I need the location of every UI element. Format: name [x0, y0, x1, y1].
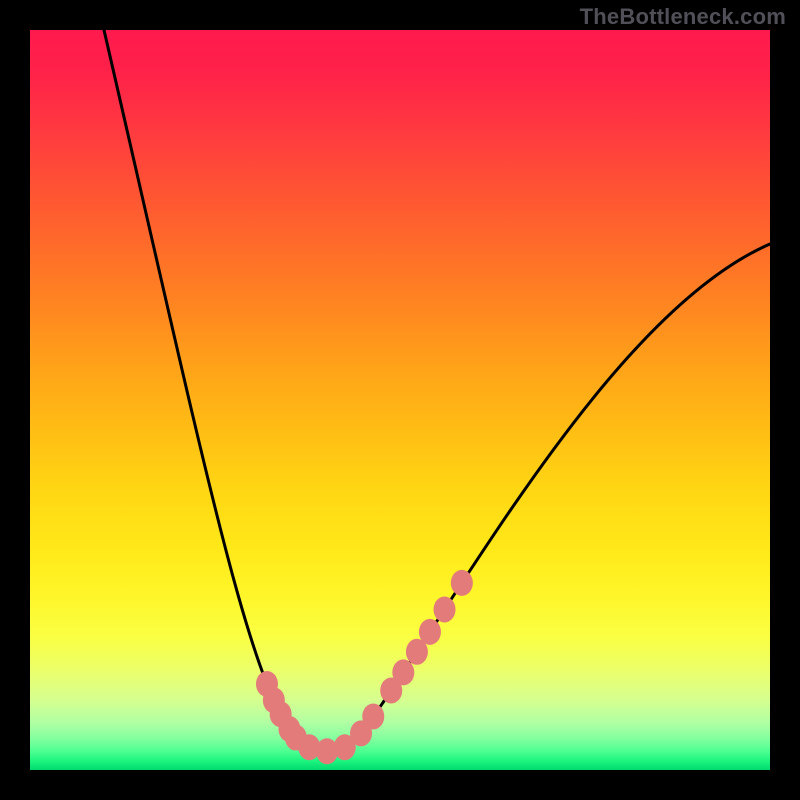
- curve-marker: [434, 596, 456, 622]
- curve-marker: [392, 659, 414, 685]
- chart-frame: [0, 0, 800, 800]
- curve-marker: [419, 619, 441, 645]
- curve-marker: [362, 703, 384, 729]
- curve-marker: [451, 570, 473, 596]
- watermark-text: TheBottleneck.com: [580, 4, 786, 30]
- plot-background: [30, 30, 770, 770]
- chart-svg: [0, 0, 800, 800]
